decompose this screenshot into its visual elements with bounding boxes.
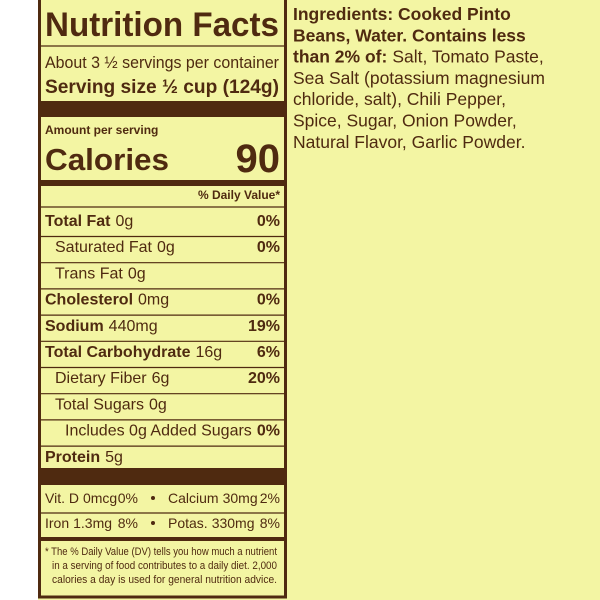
- ingredients-line: chloride, salt), Chili Pepper,: [293, 89, 506, 109]
- nutrient-row: Total Sugars 0g: [55, 396, 167, 413]
- servings: About 3 ½ servings per container: [45, 53, 279, 72]
- nutrient-dv: 0%: [257, 239, 280, 256]
- ingredients-line: Ingredients: Cooked Pinto: [293, 4, 511, 24]
- footnote-line: calories a day is used for general nutri…: [52, 574, 277, 586]
- nutrient-amount: 0g: [149, 396, 167, 413]
- nutrient-row: Protein 5g: [45, 449, 123, 466]
- vitamin-name: Iron: [45, 515, 69, 531]
- nutrient-label: Includes 0g Added Sugars: [65, 423, 252, 440]
- ingredients-text: Sea Salt (potassium magnesium: [293, 68, 545, 88]
- nutrient-label: Total Fat: [45, 213, 111, 230]
- ingredients-text: Natural Flavor, Garlic Powder.: [293, 132, 525, 152]
- nutrient-row: Dietary Fiber 6g: [55, 370, 169, 387]
- vitamin-dv: 8%: [260, 515, 280, 531]
- nutrient-amount: 0g: [157, 239, 175, 256]
- amount-per-serving: Amount per serving: [45, 123, 158, 137]
- vitamin: Potas. 330mg: [168, 515, 255, 531]
- nutrient-label: Cholesterol: [45, 292, 133, 309]
- nutrient-amount: 16g: [196, 344, 223, 361]
- vitamin: Vit. D 0mcg: [45, 490, 117, 506]
- nutrient-row: Saturated Fat 0g: [55, 239, 175, 256]
- separator: [151, 496, 155, 500]
- vitamin: Iron 1.3mg: [45, 515, 112, 531]
- vitamin-dv: 2%: [260, 490, 280, 506]
- nutrient-label: Dietary Fiber: [55, 370, 147, 387]
- nutrient-label: Trans Fat: [55, 265, 123, 282]
- thick-bar: [41, 101, 284, 117]
- footnote: * The % Daily Value (DV) tells you how m…: [45, 546, 277, 586]
- separator: [151, 521, 155, 525]
- nutrient-label: Sodium: [45, 318, 104, 335]
- nutrient-row: Cholesterol 0mg: [45, 292, 169, 309]
- nutrient-row: Total Fat 0g: [45, 213, 133, 230]
- nutrient-rows: Total Fat 0g 0%Saturated Fat 0g 0%Trans Fat 0…: [41, 213, 284, 466]
- medium-bar: [41, 537, 284, 541]
- nutrient-row: Sodium 440mg: [45, 318, 158, 335]
- vitamin-amount: 30mg: [223, 490, 258, 506]
- ingredients-bold: Beans, Water. Contains less: [293, 25, 526, 45]
- ingredients-bold: than 2% of:: [293, 47, 387, 67]
- footnote-line: * The % Daily Value (DV) tells you how m…: [45, 546, 277, 558]
- nutrient-label: Total Carbohydrate: [45, 344, 191, 361]
- ingredients-bold: Ingredients: Cooked Pinto: [293, 4, 511, 24]
- calories-label: Calories: [45, 142, 169, 177]
- ingredients-line: Sea Salt (potassium magnesium: [293, 68, 545, 88]
- serving-size: Serving size ½ cup (124g): [45, 77, 279, 98]
- ingredients-text: Spice, Sugar, Onion Powder,: [293, 111, 517, 131]
- nutrient-row: Total Carbohydrate 16g: [45, 344, 222, 361]
- vitamin-amount: 0mcg: [83, 490, 117, 506]
- nutrient-amount: 0g: [115, 213, 133, 230]
- ingredients-line: Spice, Sugar, Onion Powder,: [293, 111, 517, 131]
- nutrient-label: Protein: [45, 449, 100, 466]
- nutrient-dv: 0%: [257, 423, 280, 440]
- vitamin-amount: 330mg: [212, 515, 255, 531]
- vitamin-name: Potas.: [168, 515, 208, 531]
- vitamin-name: Calcium: [168, 490, 219, 506]
- calories-value: 90: [236, 137, 281, 181]
- background: [38, 0, 600, 600]
- nutrient-dv: 19%: [248, 318, 280, 335]
- vitamin-name: Vit. D: [45, 490, 79, 506]
- vitamin-rows: Vit. D 0mcg 0% Calcium 30mg 2% Iron 1.3mg 8% Pota…: [45, 490, 280, 531]
- nutrient-row: Includes 0g Added Sugars: [65, 423, 252, 440]
- serving-size-label: Serving size: [45, 77, 157, 98]
- nutrient-dv: 6%: [257, 344, 280, 361]
- nutrient-row: Trans Fat 0g: [55, 265, 146, 282]
- ingredients-text: Salt, Tomato Paste,: [392, 47, 543, 67]
- ingredients-line: Natural Flavor, Garlic Powder.: [293, 132, 525, 152]
- vitamin-amount: 1.3mg: [73, 515, 112, 531]
- label-border: [38, 0, 287, 599]
- nutrient-amount: 440mg: [109, 318, 158, 335]
- title: Nutrition Facts: [45, 6, 279, 44]
- nutrient-amount: 5g: [105, 449, 123, 466]
- vitamin-dv: 8%: [118, 515, 138, 531]
- nutrient-amount: 6g: [152, 370, 170, 387]
- nutrient-label: Saturated Fat: [55, 239, 153, 256]
- nutrient-label: Total Sugars: [55, 396, 144, 413]
- ingredients-text: chloride, salt), Chili Pepper,: [293, 89, 506, 109]
- nutrient-dv: 0%: [257, 292, 280, 309]
- vitamin-dv: 0%: [118, 490, 138, 506]
- nutrient-amount: 0mg: [138, 292, 169, 309]
- medium-bar: [41, 180, 284, 186]
- nutrient-dv: 0%: [257, 213, 280, 230]
- serving-size-value: ½ cup (124g): [162, 77, 279, 98]
- nutrient-dv: 20%: [248, 370, 280, 387]
- footnote-line: in a serving of food contributes to a da…: [52, 560, 277, 572]
- nutrient-amount: 0g: [128, 265, 146, 282]
- thick-bar: [41, 468, 284, 485]
- dv-header: % Daily Value*: [198, 188, 280, 202]
- vitamin: Calcium 30mg: [168, 490, 258, 506]
- ingredients-line: Beans, Water. Contains less: [293, 25, 526, 45]
- ingredients-line: than 2% of: Salt, Tomato Paste,: [293, 47, 544, 67]
